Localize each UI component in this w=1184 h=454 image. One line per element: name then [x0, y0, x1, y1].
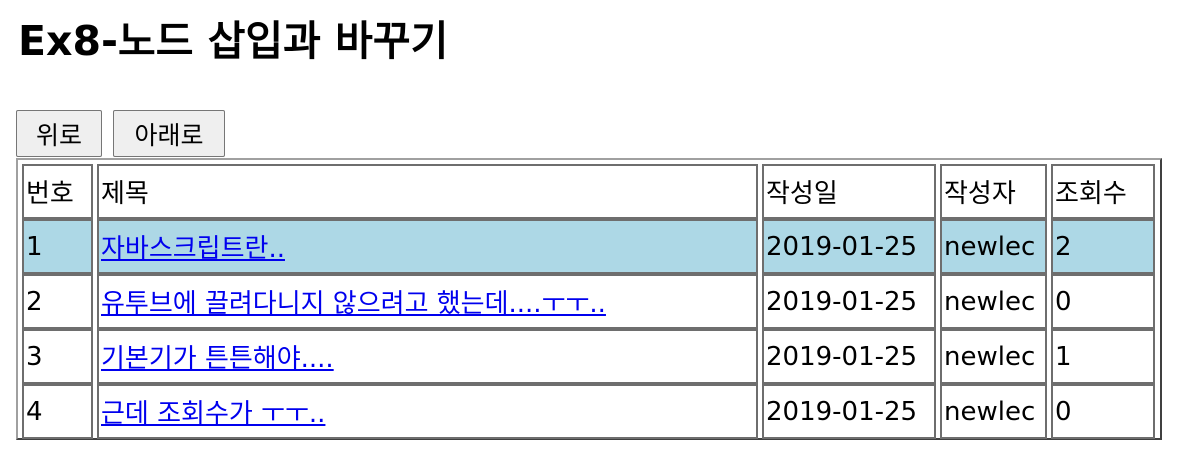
row-hits: 2: [1051, 219, 1155, 274]
row-date: 2019-01-25: [762, 329, 936, 384]
row-hits: 0: [1051, 384, 1155, 439]
notice-table-container: 번호 제목 작성일 작성자 조회수 1 자바스크립트란.. 2019-01-25…: [16, 158, 1162, 440]
header-title: 제목: [97, 164, 758, 219]
row-title-cell: 근데 조회수가 ㅜㅜ..: [97, 384, 758, 439]
row-num: 4: [22, 384, 93, 439]
table-header-row: 번호 제목 작성일 작성자 조회수: [22, 164, 1155, 219]
row-title-link[interactable]: 자바스크립트란..: [101, 234, 285, 264]
header-num: 번호: [22, 164, 93, 219]
table-row[interactable]: 4 근데 조회수가 ㅜㅜ.. 2019-01-25 newlec 0: [22, 384, 1155, 439]
table-row[interactable]: 1 자바스크립트란.. 2019-01-25 newlec 2: [22, 219, 1155, 274]
table-row[interactable]: 3 기본기가 튼튼해야.... 2019-01-25 newlec 1: [22, 329, 1155, 384]
row-date: 2019-01-25: [762, 384, 936, 439]
row-writer: newlec: [940, 274, 1047, 329]
header-hits: 조회수: [1051, 164, 1155, 219]
row-title-link[interactable]: 기본기가 튼튼해야....: [101, 344, 334, 374]
row-date: 2019-01-25: [762, 274, 936, 329]
row-num: 2: [22, 274, 93, 329]
header-writer: 작성자: [940, 164, 1047, 219]
page-title: Ex8-노드 삽입과 바꾸기: [18, 17, 449, 65]
row-writer: newlec: [940, 329, 1047, 384]
row-writer: newlec: [940, 219, 1047, 274]
row-hits: 1: [1051, 329, 1155, 384]
row-num: 1: [22, 219, 93, 274]
row-date: 2019-01-25: [762, 219, 936, 274]
move-down-button[interactable]: 아래로: [113, 110, 225, 157]
row-title-link[interactable]: 근데 조회수가 ㅜㅜ..: [101, 399, 326, 429]
table-row[interactable]: 2 유투브에 끌려다니지 않으려고 했는데....ㅜㅜ.. 2019-01-25…: [22, 274, 1155, 329]
header-date: 작성일: [762, 164, 936, 219]
move-up-button[interactable]: 위로: [16, 110, 102, 157]
row-title-link[interactable]: 유투브에 끌려다니지 않으려고 했는데....ㅜㅜ..: [101, 289, 606, 319]
row-title-cell: 자바스크립트란..: [97, 219, 758, 274]
row-num: 3: [22, 329, 93, 384]
row-writer: newlec: [940, 384, 1047, 439]
notice-table: 번호 제목 작성일 작성자 조회수 1 자바스크립트란.. 2019-01-25…: [22, 164, 1155, 439]
row-title-cell: 기본기가 튼튼해야....: [97, 329, 758, 384]
row-hits: 0: [1051, 274, 1155, 329]
row-title-cell: 유투브에 끌려다니지 않으려고 했는데....ㅜㅜ..: [97, 274, 758, 329]
